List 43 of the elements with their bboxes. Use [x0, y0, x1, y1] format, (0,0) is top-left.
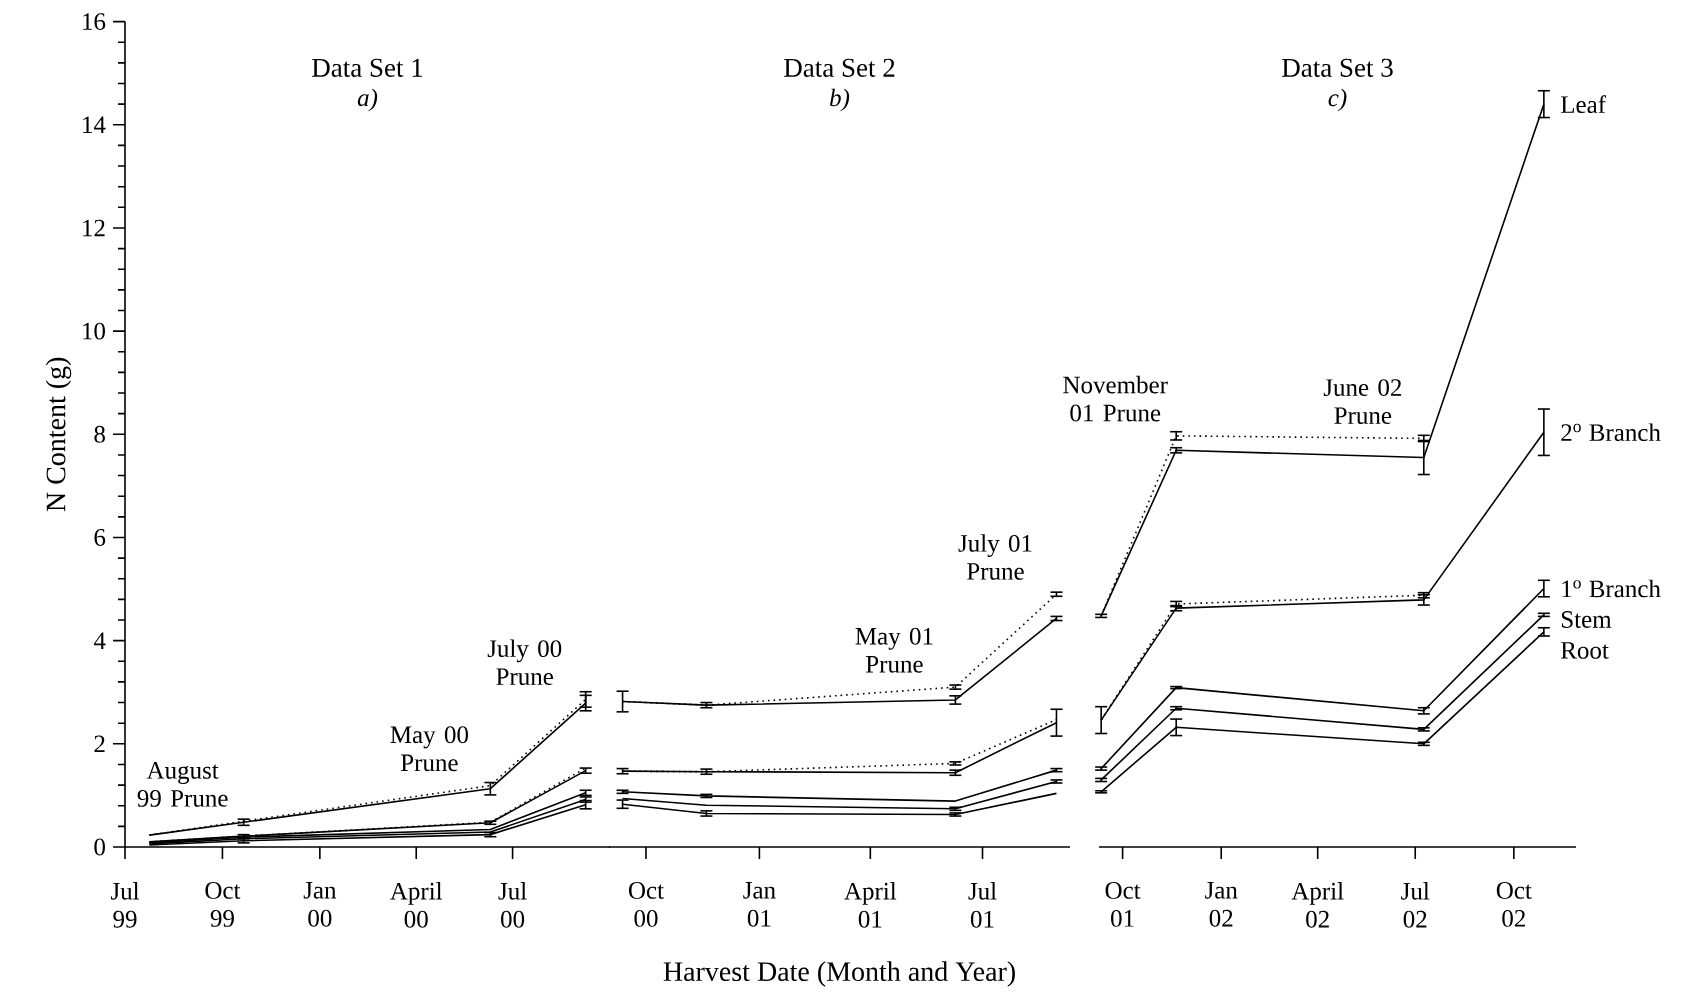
x-tick-label: Jul 00 [498, 882, 527, 928]
annotation: August 99 Prune [137, 762, 228, 807]
y-tick-label: 16 [83, 13, 106, 30]
text: Data Set 1 [312, 58, 423, 77]
text: b) [830, 88, 850, 112]
y-tick-label: 4 [93, 632, 106, 649]
text: c) [1328, 88, 1347, 112]
y-tick-label: 12 [83, 219, 105, 237]
x-tick-label: Jan 00 [303, 882, 337, 927]
series-label: Stem [1561, 611, 1612, 628]
annotation: May 01 Prune [855, 627, 933, 673]
x-tick-label: April 02 [1291, 882, 1344, 928]
annotation: November 01 Prune [1063, 375, 1168, 422]
y-tick-label: 6 [94, 529, 106, 546]
y-axis-title: N Content (g) [45, 357, 72, 512]
x-tick-label: Jul 01 [968, 882, 997, 928]
annotation: May 00 Prune [390, 726, 468, 772]
annotation: June 02 Prune [1323, 379, 1402, 425]
x-tick-label: Oct 99 [205, 882, 241, 927]
text: a) [357, 88, 378, 112]
y-tick-label: 14 [83, 116, 106, 134]
x-tick-label: Jul 02 [1401, 882, 1430, 928]
annotation: July 01 Prune [958, 534, 1032, 580]
y-tick-label: 2 [94, 735, 105, 753]
series-label: 2$^{o}$ Branch [1561, 423, 1661, 442]
x-tick-label: Jan 01 [743, 882, 776, 927]
y-tick-label: 0 [94, 838, 105, 856]
x-tick-label: Jul 99 [110, 882, 140, 928]
x-tick-label: April 00 [390, 882, 443, 928]
series-label: Root [1560, 642, 1609, 659]
y-tick-label: 10 [83, 322, 105, 340]
x-axis-title: Harvest Date (Month and Year) [663, 961, 1015, 987]
x-tick-label: Oct 02 [1496, 882, 1532, 927]
text: Data Set 3 [1282, 58, 1393, 77]
x-tick-label: Oct 00 [628, 882, 664, 927]
x-tick-label: Oct 01 [1105, 882, 1141, 927]
text: Data Set 2 [784, 58, 895, 77]
annotation: July 00 Prune [487, 639, 562, 686]
series-label: Leaf [1560, 95, 1607, 114]
series-label: 1$^{o}$ Branch [1562, 579, 1661, 598]
y-tick-label: 8 [94, 425, 105, 443]
x-tick-label: Jan 02 [1205, 882, 1238, 927]
x-tick-label: April 01 [844, 882, 897, 928]
